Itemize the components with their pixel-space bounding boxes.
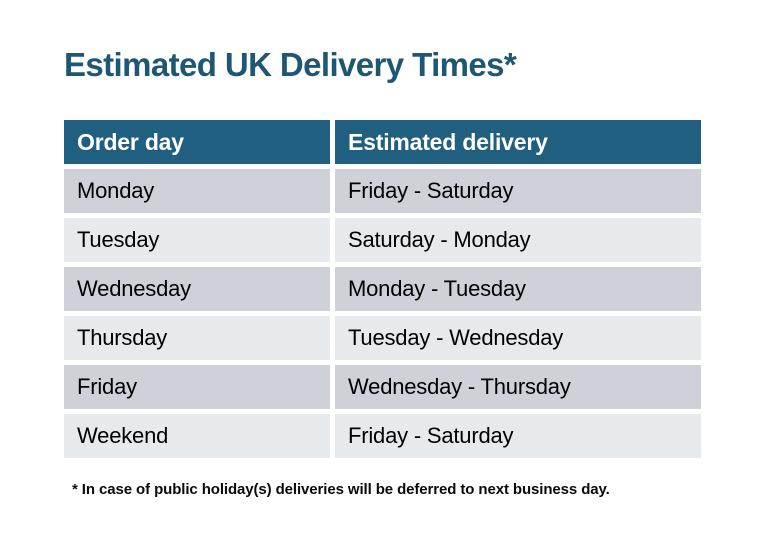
table-cell-delivery-weekend: Friday - Saturday [335, 414, 701, 458]
table-cell-order-day-thursday: Thursday [64, 316, 330, 360]
table-cell-delivery-friday: Wednesday - Thursday [335, 365, 701, 409]
table-cell-delivery-wednesday: Monday - Tuesday [335, 267, 701, 311]
column-header-order-day: Order day [64, 120, 330, 164]
table-cell-order-day-monday: Monday [64, 169, 330, 213]
table-cell-order-day-tuesday: Tuesday [64, 218, 330, 262]
table-cell-delivery-tuesday: Saturday - Monday [335, 218, 701, 262]
table-cell-delivery-monday: Friday - Saturday [335, 169, 701, 213]
delivery-times-table: Order day Estimated delivery Monday Frid… [64, 120, 701, 458]
table-cell-order-day-wednesday: Wednesday [64, 267, 330, 311]
column-header-estimated-delivery: Estimated delivery [335, 120, 701, 164]
page-title: Estimated UK Delivery Times* [64, 46, 517, 83]
table-cell-order-day-friday: Friday [64, 365, 330, 409]
footnote: * In case of public holiday(s) deliverie… [72, 481, 610, 498]
table-cell-delivery-thursday: Tuesday - Wednesday [335, 316, 701, 360]
table-cell-order-day-weekend: Weekend [64, 414, 330, 458]
